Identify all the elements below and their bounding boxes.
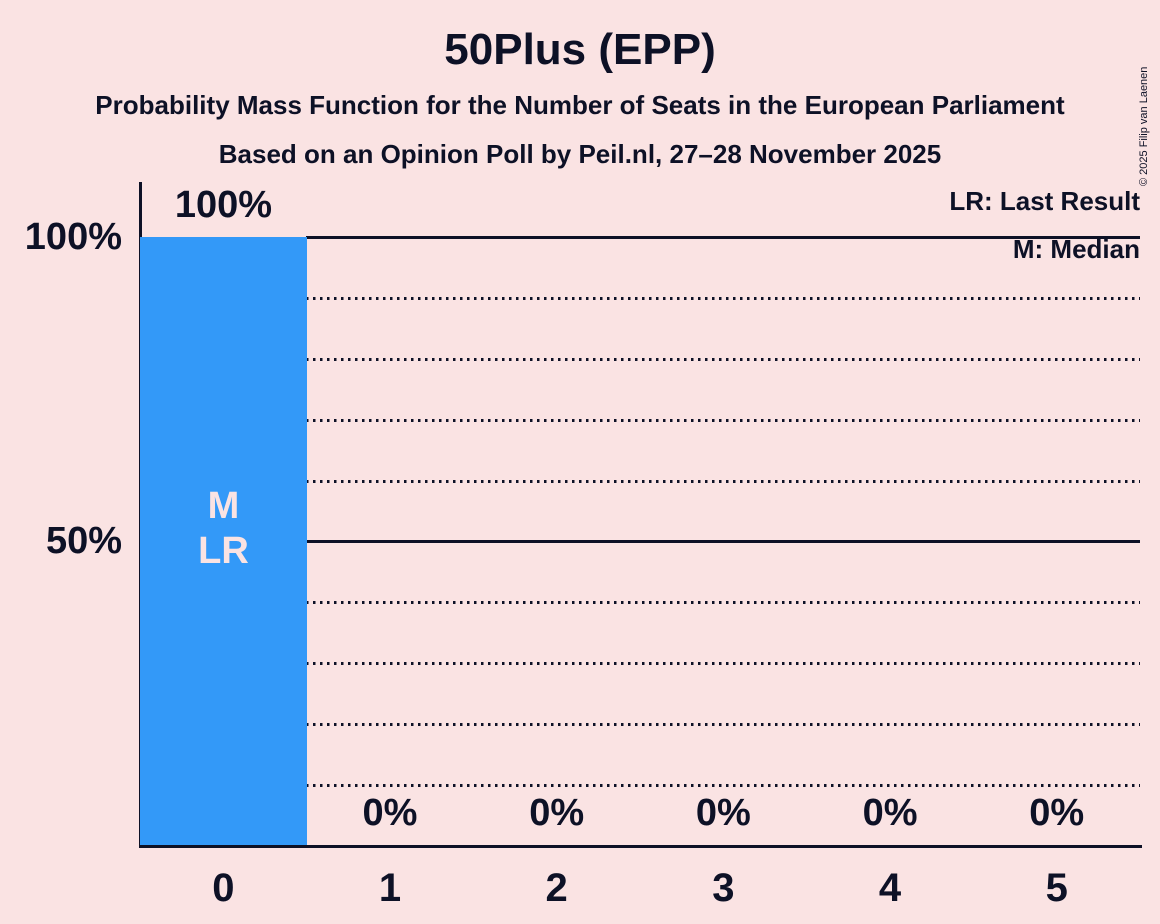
gridline-solid-100: [306, 236, 1140, 239]
chart-subtitle: Probability Mass Function for the Number…: [95, 90, 1065, 120]
bar-annotation-seat-0: M LR: [140, 484, 307, 574]
x-axis-labels-row: 0 1 2 3 4 5: [140, 868, 1140, 908]
bar-value-label-seat-0: 100%: [174, 184, 273, 226]
bar-value-labels-row: 0% 0% 0% 0% 0%: [140, 793, 1140, 833]
x-axis-label-5: 5: [1045, 866, 1068, 910]
bar-value-label-seat-3: 0%: [695, 792, 751, 834]
bar-value-label-spacer: [140, 793, 307, 833]
gridline-dotted-20: [306, 723, 1140, 726]
legend-last-result: LR: Last Result: [949, 186, 1140, 216]
gridline-dotted-60: [306, 480, 1140, 483]
bar-value-label-seat-4: 0%: [862, 792, 918, 834]
x-axis-line: [139, 845, 1142, 848]
last-result-marker-label: LR: [198, 530, 249, 572]
x-axis-label-4: 4: [878, 866, 902, 910]
gridline-dotted-30: [306, 662, 1140, 665]
page-title: 50Plus (EPP): [444, 25, 716, 74]
bar-seat-0: [140, 237, 307, 846]
gridline-dotted-40: [306, 601, 1140, 604]
x-axis-label-2: 2: [545, 866, 568, 910]
bar-value-label-seat-5: 0%: [1029, 792, 1085, 834]
bar-value-label-seat-2: 0%: [529, 792, 585, 834]
x-axis-label-0: 0: [212, 866, 235, 910]
copyright-notice: © 2025 Filip van Laenen: [1138, 66, 1150, 186]
y-axis-label-100: 100%: [24, 216, 122, 258]
gridline-dotted-70: [306, 419, 1140, 422]
gridline-dotted-90: [306, 297, 1140, 300]
x-axis-label-3: 3: [712, 866, 735, 910]
legend: LR: Last Result M: Median: [949, 177, 1140, 273]
legend-median: M: Median: [1012, 234, 1140, 264]
median-marker-label: M: [207, 485, 240, 527]
gridline-solid-50: [306, 540, 1140, 543]
x-axis-label-1: 1: [378, 866, 402, 910]
y-axis-label-50: 50%: [45, 520, 122, 562]
bar-value-label-seat-1: 0%: [362, 792, 418, 834]
chart-source-line: Based on an Opinion Poll by Peil.nl, 27–…: [218, 139, 942, 169]
gridline-dotted-80: [306, 358, 1140, 361]
plot-area: [140, 237, 1140, 846]
gridline-dotted-10: [306, 784, 1140, 787]
